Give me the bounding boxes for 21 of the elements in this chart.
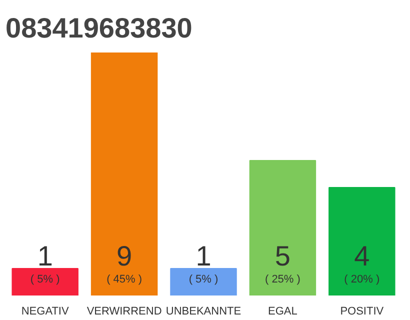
annotation: ( 20% ) bbox=[344, 274, 380, 286]
bar bbox=[170, 268, 237, 296]
annotation: ( 5% ) bbox=[30, 274, 60, 286]
data-label: 1 bbox=[37, 240, 53, 272]
x-tick-label: EGAL bbox=[268, 306, 298, 318]
data-label: 1 bbox=[196, 240, 212, 272]
x-tick-label: UNBEKANNTE bbox=[166, 306, 242, 318]
annotation: ( 5% ) bbox=[188, 274, 218, 286]
data-label: 4 bbox=[354, 240, 370, 272]
data-label: 5 bbox=[274, 240, 290, 272]
bar bbox=[249, 160, 316, 296]
x-tick-label: NEGATIV bbox=[21, 306, 70, 318]
x-tick-label: VERWIRREND bbox=[86, 306, 162, 318]
bar bbox=[90, 52, 158, 296]
bar bbox=[12, 268, 78, 296]
x-tick-label: POSITIV bbox=[340, 306, 384, 318]
chart-title: 083419683830 bbox=[6, 12, 192, 44]
data-label: 9 bbox=[116, 240, 132, 272]
annotation: ( 25% ) bbox=[264, 274, 300, 286]
bar bbox=[328, 187, 396, 296]
annotation: ( 45% ) bbox=[106, 274, 142, 286]
